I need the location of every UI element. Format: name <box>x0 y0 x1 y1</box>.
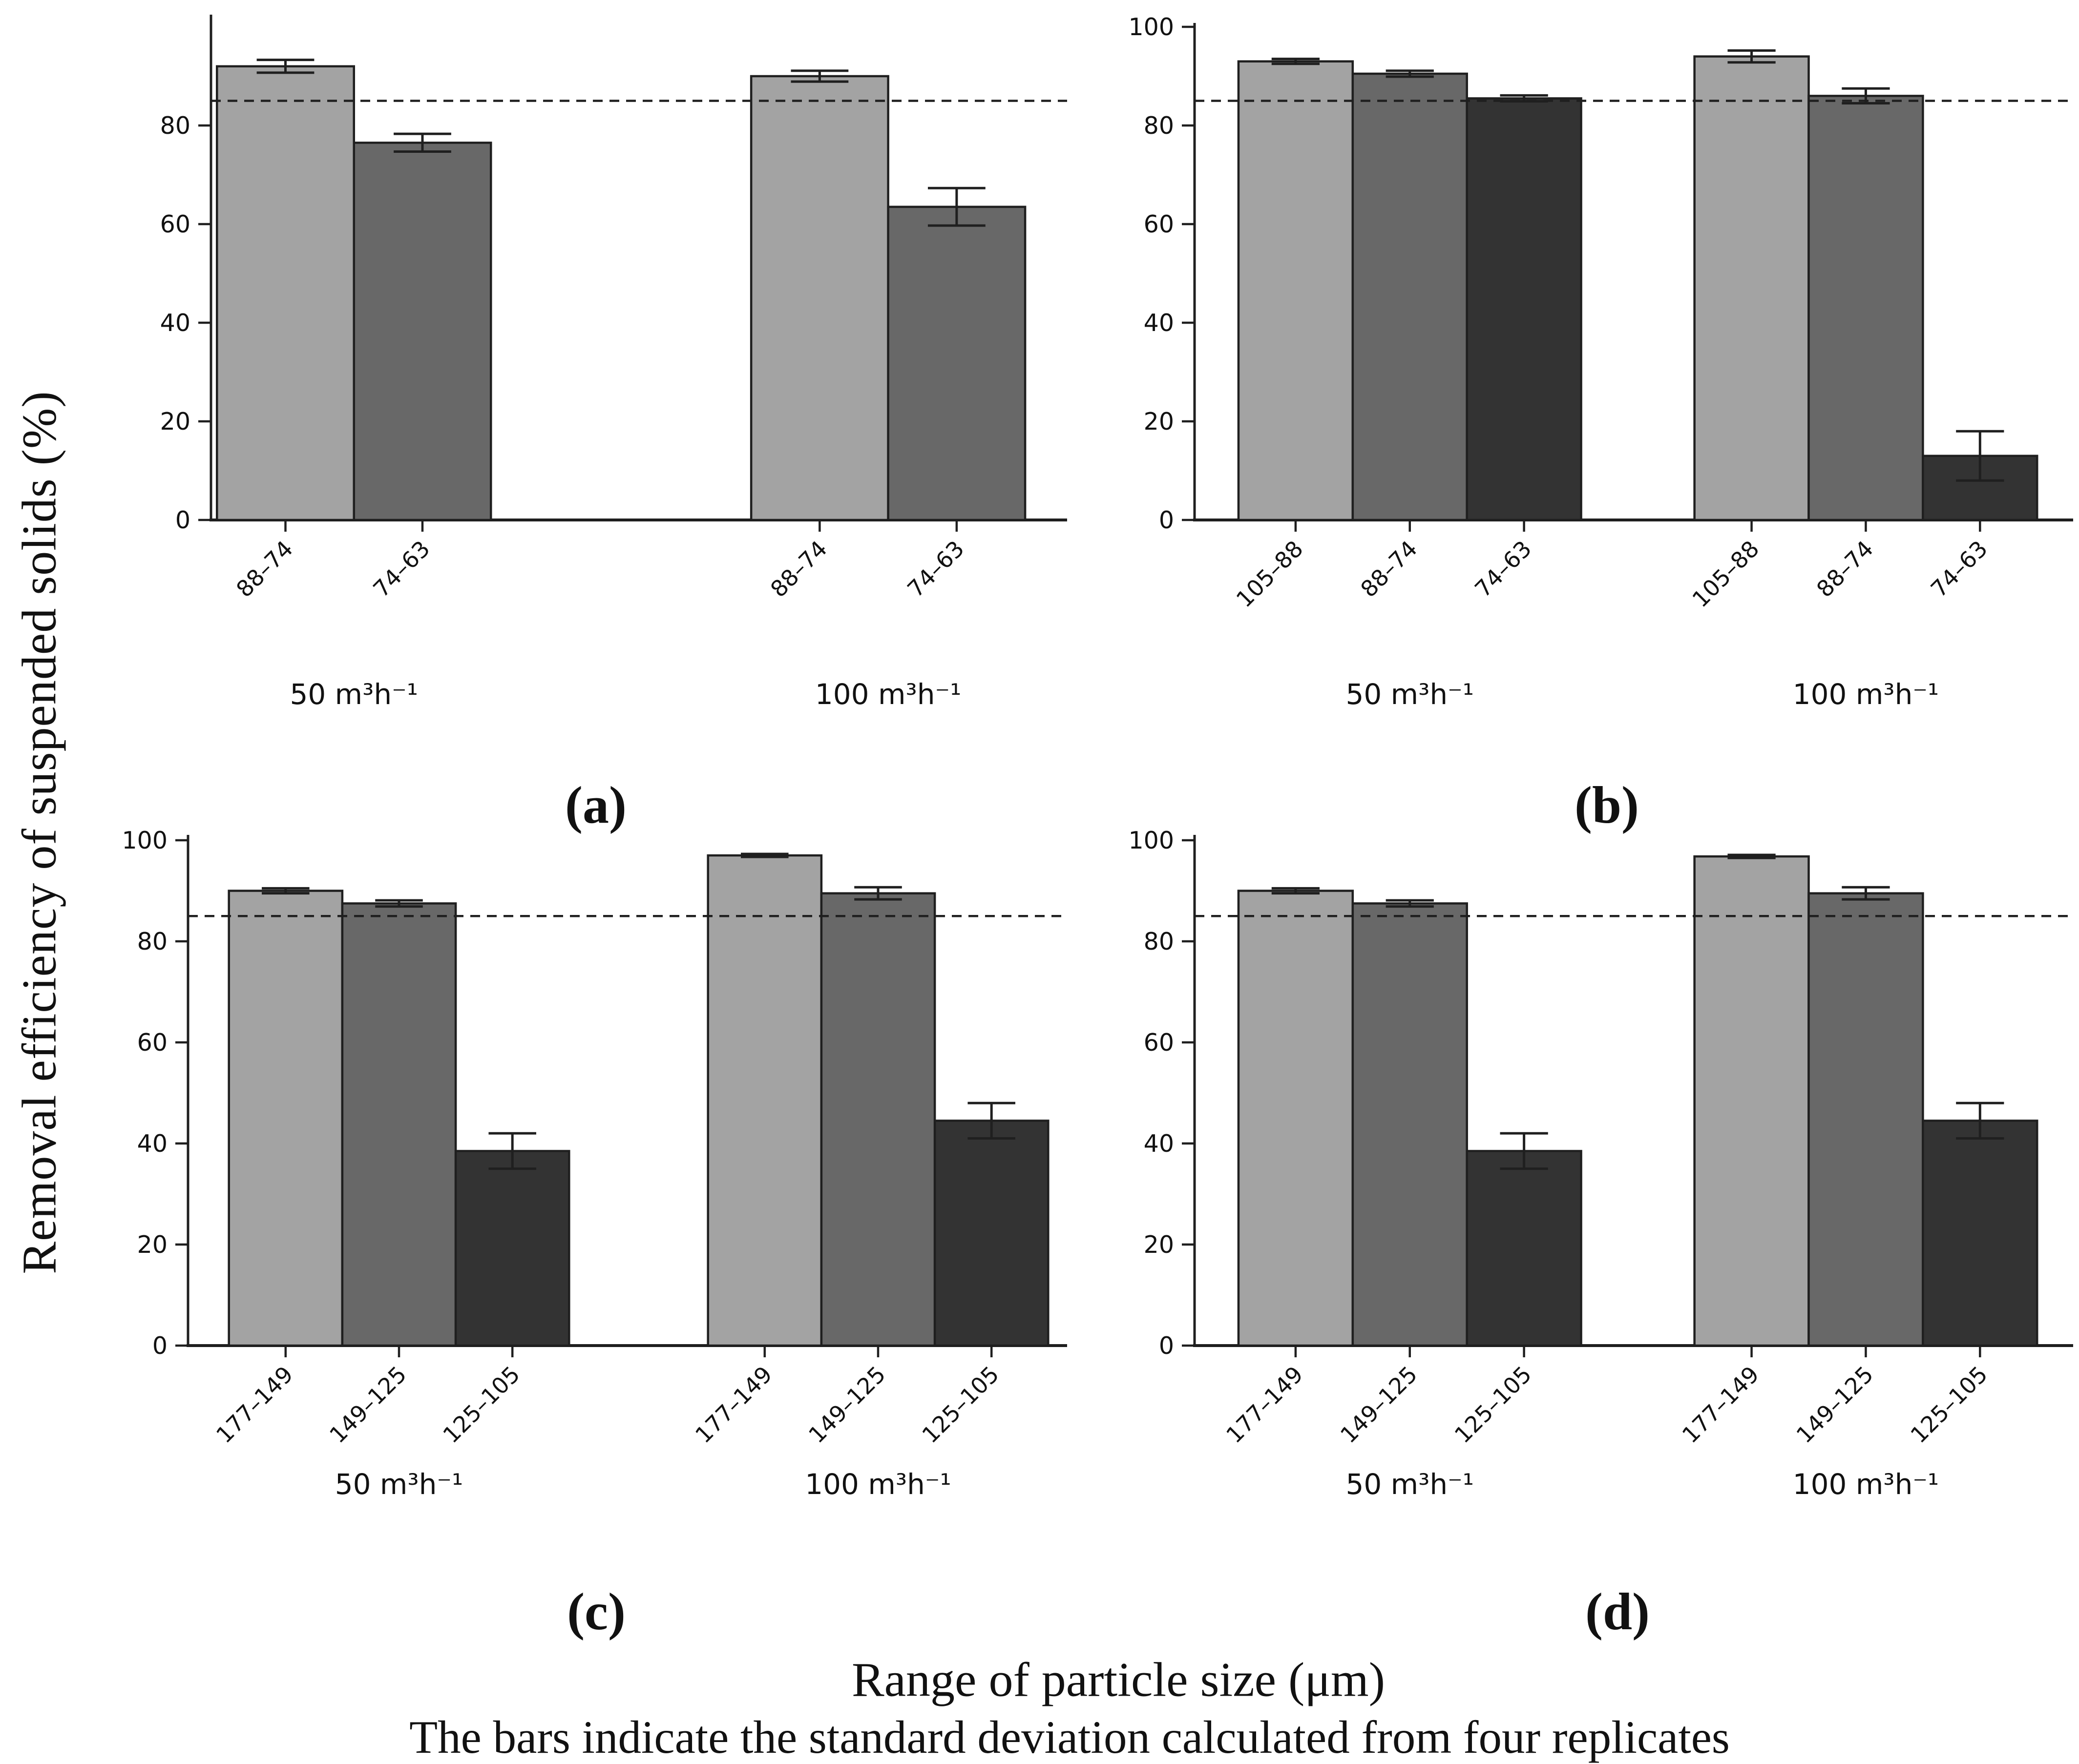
bar-88–74 <box>750 75 889 521</box>
x-category-label: 125–105 <box>1449 1361 1537 1449</box>
panel-label-b: (b) <box>1575 776 1639 834</box>
x-category-label: 105–88 <box>1687 536 1764 613</box>
bar-125–105 <box>1466 1150 1582 1347</box>
chart-panel-c: 0 20 40 60 80 100 177–149 149–125 125–105 50 m³h⁻… <box>122 827 1067 1501</box>
x-category-label: 125–105 <box>438 1361 525 1449</box>
y-tick-label: 20 <box>137 1231 168 1259</box>
x-category-label: 177–149 <box>1677 1361 1764 1449</box>
y-tick-label: 40 <box>1144 309 1174 337</box>
x-category-label: 149–125 <box>1791 1361 1879 1449</box>
bar-177–149 <box>1693 855 1810 1347</box>
y-tick-label: 40 <box>1144 1130 1174 1158</box>
x-category-label: 125–105 <box>1905 1361 1993 1449</box>
group-label: 50 m³h⁻¹ <box>1345 1468 1474 1501</box>
group-label: 100 m³h⁻¹ <box>815 678 962 711</box>
x-axis-label: Range of particle size (μm) <box>851 1652 1386 1707</box>
y-tick-label: 60 <box>137 1029 168 1057</box>
bar-88–74 <box>1807 95 1924 521</box>
bar-177–149 <box>707 854 823 1347</box>
x-category-label: 88–74 <box>765 536 832 602</box>
y-tick-label: 80 <box>1144 928 1174 955</box>
group-label: 50 m³h⁻¹ <box>1345 678 1474 711</box>
y-tick-label: 40 <box>137 1130 168 1158</box>
chart-panel-b: 0 20 40 60 80 100 105–88 88–74 74–63 50 m³h⁻¹ 105–… <box>1128 13 2073 711</box>
y-tick-label: 20 <box>160 408 190 436</box>
bar-88–74 <box>216 65 356 521</box>
x-category-label: 177–149 <box>1221 1361 1308 1449</box>
x-category-label: 74–63 <box>368 536 435 602</box>
x-category-label: 88–74 <box>231 536 298 602</box>
y-tick-label: 40 <box>160 309 190 337</box>
y-tick-label: 80 <box>160 112 190 140</box>
bar-74–63 <box>353 142 492 521</box>
x-category-label: 74–63 <box>1926 536 1993 602</box>
x-category-label: 177–149 <box>690 1361 777 1449</box>
y-tick-label: 60 <box>1144 210 1174 238</box>
bar-125–105 <box>1922 1120 2038 1347</box>
x-category-label: 149–125 <box>1335 1361 1423 1449</box>
bar-177–149 <box>1237 890 1354 1347</box>
x-category-label: 74–63 <box>1470 536 1536 602</box>
bar-149–125 <box>1807 892 1924 1347</box>
x-category-label: 105–88 <box>1231 536 1308 613</box>
group-label: 50 m³h⁻¹ <box>335 1468 463 1501</box>
bar-125–105 <box>454 1150 570 1347</box>
y-tick-label: 0 <box>1159 506 1174 534</box>
y-tick-label: 60 <box>160 210 190 238</box>
bar-105–88 <box>1237 60 1354 521</box>
y-tick-label: 80 <box>137 928 168 955</box>
figure-footnote: The bars indicate the standard deviation… <box>409 1711 1730 1763</box>
x-category-label: 177–149 <box>211 1361 298 1449</box>
y-tick-label: 0 <box>152 1332 168 1360</box>
x-category-label: 74–63 <box>902 536 969 602</box>
panel-label-d: (d) <box>1585 1583 1650 1641</box>
y-tick-label: 20 <box>1144 1231 1174 1259</box>
group-label: 100 m³h⁻¹ <box>1793 1468 1939 1501</box>
bar-105–88 <box>1693 55 1810 521</box>
y-tick-label: 100 <box>1128 13 1174 41</box>
x-category-label: 149–125 <box>324 1361 412 1449</box>
bar-74–63 <box>887 206 1027 521</box>
x-category-label: 125–105 <box>917 1361 1004 1449</box>
x-category-label: 88–74 <box>1355 536 1422 602</box>
group-label: 50 m³h⁻¹ <box>290 678 418 711</box>
group-label: 100 m³h⁻¹ <box>805 1468 951 1501</box>
bar-149–125 <box>820 892 936 1347</box>
y-tick-label: 80 <box>1144 112 1174 140</box>
y-tick-label: 0 <box>1159 1332 1174 1360</box>
bar-177–149 <box>228 890 344 1347</box>
bar-74–63 <box>1466 97 1582 521</box>
y-tick-label: 20 <box>1144 408 1174 436</box>
group-label: 100 m³h⁻¹ <box>1793 678 1939 711</box>
bar-88–74 <box>1351 72 1468 521</box>
x-category-label: 88–74 <box>1811 536 1878 602</box>
y-tick-label: 100 <box>122 827 168 854</box>
y-tick-label: 100 <box>1128 827 1174 854</box>
bar-125–105 <box>933 1120 1050 1347</box>
bar-149–125 <box>341 902 457 1347</box>
panel-label-c: (c) <box>567 1583 626 1641</box>
panel-label-a: (a) <box>565 776 627 834</box>
chart-panel-a: 0 20 40 60 80 88–74 74–63 50 m³h⁻¹ 88–74 74–63 100… <box>160 15 1067 711</box>
y-tick-label: 60 <box>1144 1029 1174 1057</box>
y-tick-label: 0 <box>175 506 190 534</box>
chart-panel-d: 0 20 40 60 80 100 177–149 149–125 125–105 50 m³h⁻… <box>1128 827 2073 1501</box>
x-category-label: 149–125 <box>803 1361 891 1449</box>
bar-149–125 <box>1351 902 1468 1347</box>
